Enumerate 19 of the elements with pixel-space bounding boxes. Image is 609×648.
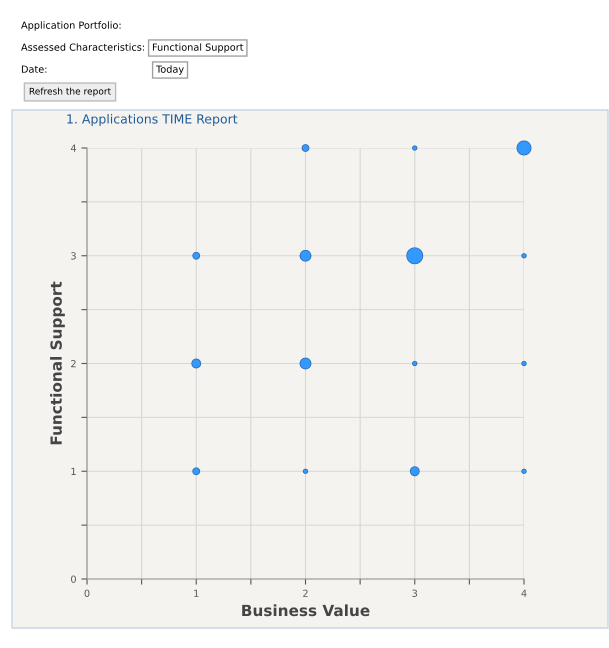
y-tick-label: 0 [71, 575, 76, 583]
x-tick-label: 1 [194, 590, 198, 597]
text: Date: [22, 66, 46, 73]
chart-title: 1. Applications TIME Report [67, 114, 238, 126]
y-axis-title: Functional Support [50, 282, 65, 444]
x-axis-title: Business Value [242, 604, 370, 616]
text: Today [156, 65, 184, 75]
text: Refresh the report [30, 88, 111, 96]
x-tick-label: 4 [521, 590, 527, 597]
y-tick-label: 3 [71, 252, 76, 260]
text: Application Portfolio: [21, 21, 121, 31]
x-tick-label: 3 [412, 590, 418, 597]
text: Assessed Characteristics: [21, 43, 144, 51]
y-tick-label: 4 [70, 144, 76, 152]
y-tick-label: 1 [71, 468, 76, 475]
x-tick-label: 0 [84, 590, 90, 597]
text: Functional Support [152, 43, 244, 53]
x-tick-label: 2 [303, 590, 308, 597]
y-tick-label: 2 [71, 360, 76, 368]
